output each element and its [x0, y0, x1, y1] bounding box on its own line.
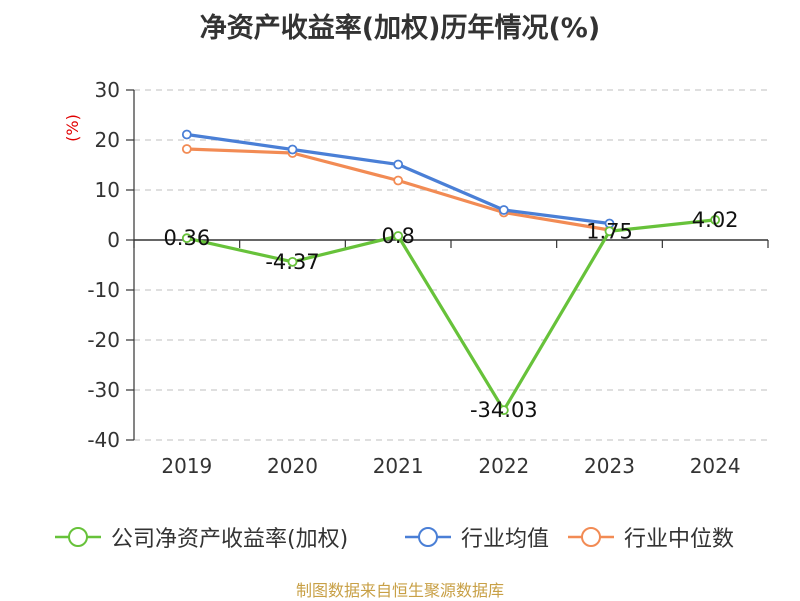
y-tick-label: -40 [87, 428, 120, 452]
data-point[interactable] [181, 144, 192, 154]
y-tick-label: -20 [87, 328, 120, 352]
x-tick-label: 2022 [478, 454, 529, 478]
legend-label: 公司净资产收益率(加权) [111, 527, 349, 552]
y-tick-label: 10 [95, 178, 120, 202]
data-label: 0.36 [163, 226, 210, 250]
legend-label: 行业中位数 [624, 527, 735, 552]
data-label: 0.8 [381, 224, 414, 248]
legend-marker-icon [55, 527, 101, 547]
legend-marker-icon [568, 527, 614, 547]
data-point[interactable] [393, 159, 404, 170]
data-point[interactable] [604, 226, 615, 237]
legend-item[interactable]: 公司净资产收益率(加权) [55, 520, 348, 554]
series-line [186, 218, 716, 412]
data-label: -34.03 [470, 398, 538, 422]
x-tick-label: 2024 [690, 454, 741, 478]
data-point[interactable] [498, 405, 509, 416]
data-point[interactable] [181, 129, 192, 140]
chart-title: 净资产收益率(加权)历年情况(%) [199, 13, 601, 44]
data-point[interactable] [287, 256, 298, 267]
y-tick-label: 0 [107, 228, 120, 252]
y-tick-label: 20 [95, 128, 120, 152]
x-tick-label: 2020 [267, 454, 318, 478]
y-tick-label: -10 [87, 278, 120, 302]
data-point[interactable] [181, 233, 192, 244]
legend-item[interactable]: 行业均值 [405, 520, 549, 554]
data-point[interactable] [498, 205, 509, 215]
x-tick-label: 2019 [161, 454, 212, 478]
data-point[interactable] [393, 175, 404, 186]
legend: 公司净资产收益率(加权) 行业均值 行业中位数 [0, 520, 800, 554]
x-tick-label: 2023 [584, 454, 635, 478]
data-label: -4.37 [265, 250, 319, 274]
y-tick-label: 30 [95, 78, 120, 102]
legend-label: 行业均值 [461, 527, 550, 552]
data-point[interactable] [710, 214, 721, 225]
data-source-note: 制图数据来自恒生聚源数据库 [295, 581, 504, 600]
data-point[interactable] [393, 231, 404, 241]
x-tick-label: 2021 [373, 454, 424, 478]
data-label: 4.02 [692, 208, 739, 232]
y-axis-unit-label: (%) [63, 114, 82, 142]
legend-marker-icon [405, 527, 451, 547]
line-chart: 30 20 10 0 -10 -20 -30 -40 (%) 2019 2020 2021 2022 20… [63, 78, 769, 478]
y-tick-label: -30 [87, 378, 120, 402]
data-point[interactable] [287, 144, 298, 155]
data-label: 1.75 [586, 219, 633, 243]
legend-item[interactable]: 行业中位数 [568, 520, 734, 554]
